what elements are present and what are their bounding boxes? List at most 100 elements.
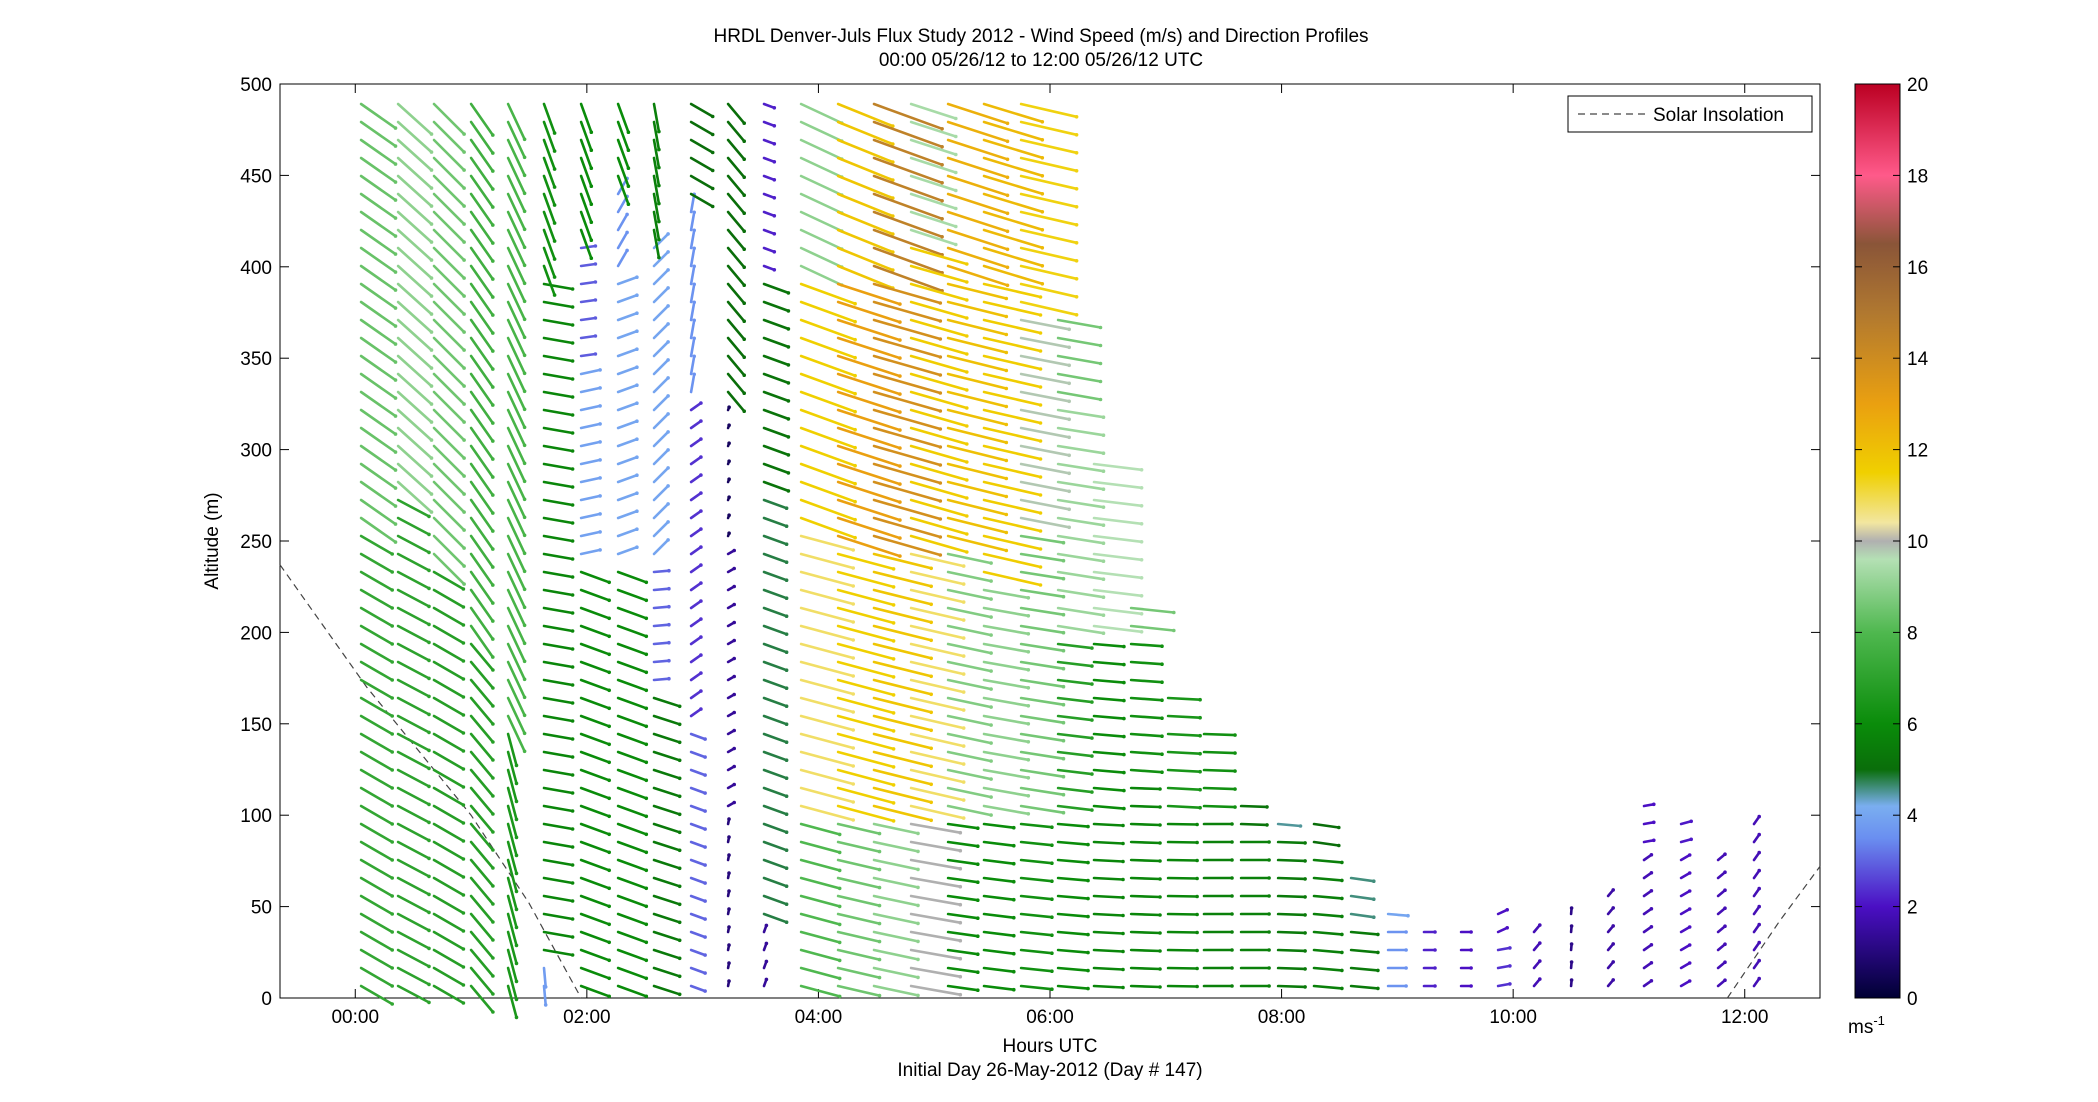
wind-vector <box>542 822 574 831</box>
wind-vector <box>506 624 526 663</box>
wind-vector <box>652 304 670 322</box>
wind-vector-tip <box>929 764 933 769</box>
wind-vector <box>432 750 465 771</box>
wind-vector <box>1056 444 1105 455</box>
wind-vector <box>982 876 1016 884</box>
wind-vector <box>1019 246 1078 263</box>
wind-vector-tip <box>644 688 649 693</box>
wind-vector-tip <box>1101 415 1106 420</box>
wind-vector-tip <box>393 216 398 220</box>
wind-vector <box>579 660 611 674</box>
wind-vector <box>542 588 574 597</box>
wind-vector <box>1019 516 1071 529</box>
wind-vector <box>872 966 920 979</box>
wind-vector-tip <box>742 337 746 342</box>
wind-vector <box>469 912 495 942</box>
wind-vector-tip <box>1004 404 1009 409</box>
wind-vector <box>946 228 1009 251</box>
wind-vector-tip <box>692 354 696 359</box>
wind-vector <box>1019 138 1078 155</box>
wind-vector-tip <box>965 514 969 518</box>
wind-vector <box>1166 840 1199 844</box>
wind-vector-tip <box>916 957 920 962</box>
wind-vector-tip <box>786 309 791 313</box>
wind-vector-tip <box>1038 349 1043 353</box>
wind-vector-tip <box>607 958 611 963</box>
wind-vector <box>616 678 648 692</box>
wind-vector-tip <box>607 886 611 891</box>
wind-vector <box>799 228 844 251</box>
wind-vector <box>1056 714 1094 722</box>
wind-vector <box>909 534 969 554</box>
wind-vector <box>469 588 495 623</box>
wind-vector <box>1019 462 1071 475</box>
wind-vector <box>579 548 602 556</box>
wind-vector <box>652 569 671 574</box>
wind-vector-tip <box>1101 523 1106 527</box>
wind-vector-tip <box>784 596 789 600</box>
wind-vector-tip <box>958 848 963 853</box>
wind-vector-tip <box>940 145 944 149</box>
wind-vector-tip <box>1611 924 1615 928</box>
wind-vector-tip <box>961 726 966 730</box>
wind-vector <box>982 426 1042 443</box>
wind-vector-tip <box>462 420 466 424</box>
colorbar-tick-label: 10 <box>1907 532 1928 553</box>
wind-vector <box>652 768 682 780</box>
wind-vector-tip <box>667 586 671 591</box>
wind-vector-tip <box>427 694 431 699</box>
wind-vector-tip <box>742 319 746 324</box>
wind-vector-tip <box>965 424 969 428</box>
wind-vector-tip <box>772 160 777 164</box>
wind-vector <box>396 534 431 554</box>
wind-vector-tip <box>703 863 707 867</box>
wind-vector-tip <box>1098 361 1103 366</box>
wind-vector-tip <box>427 586 431 591</box>
wind-vector-tip <box>593 352 598 356</box>
wind-vector-tip <box>1090 646 1094 650</box>
wind-vector-tip <box>1195 840 1199 845</box>
wind-vector <box>432 264 466 298</box>
wind-vector <box>616 509 639 520</box>
wind-vector <box>762 498 788 510</box>
wind-vector-tip <box>837 886 842 891</box>
wind-vector-tip <box>784 812 789 816</box>
wind-vector <box>1019 300 1078 317</box>
wind-vector-tip <box>837 904 842 909</box>
wind-vector <box>799 426 857 450</box>
wind-vector <box>542 876 574 885</box>
wind-vector-tip <box>1689 837 1693 842</box>
wind-vector-tip <box>976 934 980 938</box>
wind-vector-tip <box>989 579 993 583</box>
wind-vector-tip <box>427 604 431 609</box>
wind-vector-tip <box>429 222 434 226</box>
wind-vector-tip <box>667 640 671 645</box>
wind-vector <box>652 641 671 646</box>
y-tick-label: 50 <box>251 898 272 919</box>
wind-vector-tip <box>491 241 495 245</box>
wind-vector-tip <box>938 517 943 521</box>
wind-vector <box>396 552 431 572</box>
wind-vector-tip <box>742 211 746 215</box>
wind-vector <box>396 786 431 806</box>
wind-vector-tip <box>427 910 431 915</box>
wind-vector <box>469 192 495 227</box>
wind-vector <box>982 894 1016 902</box>
wind-vector <box>689 372 696 394</box>
wind-vector-tip <box>1005 157 1010 162</box>
wind-vector-tip <box>837 922 842 927</box>
wind-vector <box>506 210 526 249</box>
wind-vector <box>359 750 394 772</box>
wind-vector <box>762 120 776 128</box>
wind-vector <box>1019 606 1065 617</box>
wind-vector <box>432 876 465 897</box>
wind-vector-tip <box>522 695 527 700</box>
wind-vector-tip <box>461 659 466 663</box>
wind-vector-tip <box>1267 966 1271 970</box>
colorbar-tick-label: 6 <box>1907 715 1918 736</box>
wind-vector <box>799 696 855 714</box>
wind-vector-tip <box>429 204 434 208</box>
wind-vector <box>836 156 895 182</box>
wind-vector-tip <box>732 656 736 661</box>
wind-vector <box>579 440 602 448</box>
